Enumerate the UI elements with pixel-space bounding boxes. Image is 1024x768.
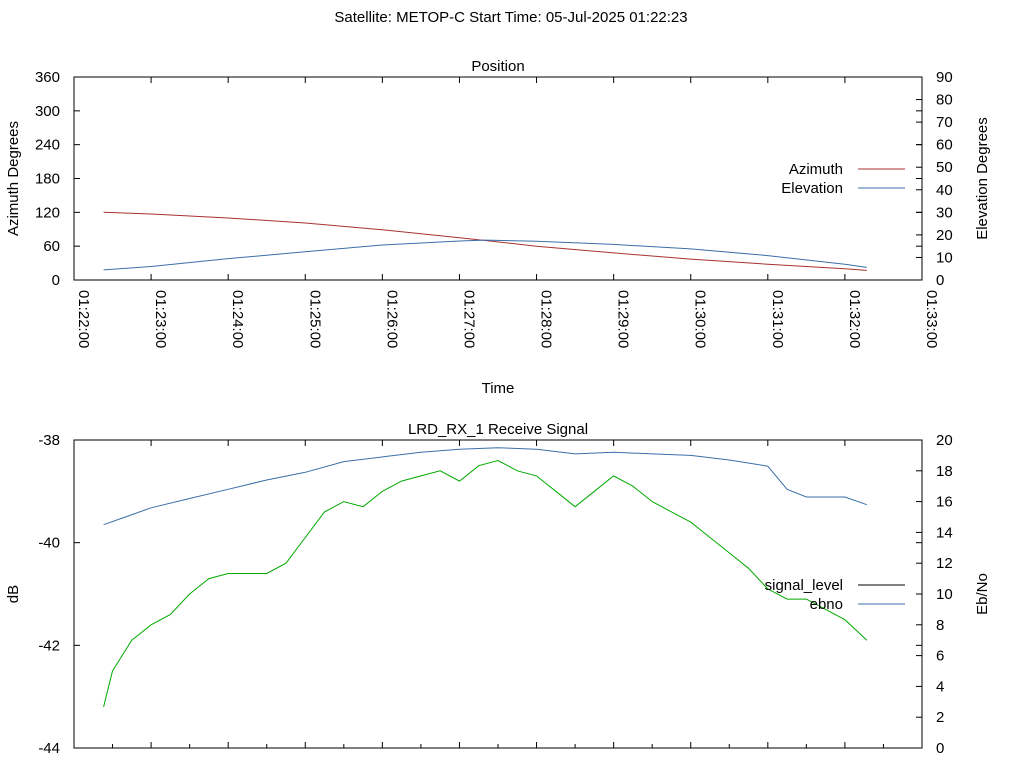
y-left-tick-label: 60 <box>43 238 60 255</box>
y-left-tick-label: -40 <box>38 535 60 552</box>
x-tick-label: 01:33:00 <box>923 290 940 348</box>
y-right-tick-label: 6 <box>936 648 944 665</box>
series-line-elevation <box>103 239 867 271</box>
y-left-tick-label: 180 <box>35 171 60 188</box>
x-tick-label: 01:27:00 <box>460 290 477 348</box>
x-tick-label: 01:31:00 <box>769 290 786 348</box>
y-right-tick-label: 10 <box>936 586 953 603</box>
y-right-tick-label: 40 <box>936 182 953 199</box>
y-left-axis-label: Azimuth Degrees <box>5 121 22 236</box>
receive-signal-chart: LRD_RX_1 Receive Signal -44 -42 -40 -38 0 2 4 6 8… <box>5 421 991 757</box>
plot-frame <box>73 439 923 749</box>
y-right-tick-label: 0 <box>936 740 944 757</box>
y-right-axis-label: Elevation Degrees <box>974 117 991 240</box>
y-right-tick-label: 20 <box>936 227 953 244</box>
legend-label-azimuth: Azimuth <box>789 161 843 178</box>
x-tick-label: 01:25:00 <box>306 290 323 348</box>
legend-label-signal-level: signal_level <box>765 577 843 594</box>
x-tick-label: 01:29:00 <box>615 290 632 348</box>
y-left-tick-label: 0 <box>52 272 60 289</box>
y-right-tick-label: 2 <box>936 709 944 726</box>
y-right-tick-label: 12 <box>936 555 953 572</box>
y-left-tick-label: -44 <box>38 740 60 757</box>
y-left-tick-label: -42 <box>38 637 60 654</box>
y-right-tick-label: 90 <box>936 69 953 86</box>
y-right-tick-label: 70 <box>936 114 953 131</box>
y-right-tick-label: 18 <box>936 463 953 480</box>
chart-title: LRD_RX_1 Receive Signal <box>408 421 588 438</box>
y-right-tick-label: 10 <box>936 249 953 266</box>
y-right-tick-label: 50 <box>936 159 953 176</box>
series-line-ebno <box>103 447 867 526</box>
series-line-signal-level <box>103 459 868 708</box>
x-tick-label: 01:28:00 <box>538 290 555 348</box>
legend-label-ebno: ebno <box>810 596 843 613</box>
plot-frame <box>73 76 923 281</box>
y-right-tick-label: 20 <box>936 432 953 449</box>
y-right-tick-label: 80 <box>936 92 953 109</box>
y-left-tick-label: 360 <box>35 69 60 86</box>
legend-label-elevation: Elevation <box>781 180 843 197</box>
y-right-tick-label: 60 <box>936 137 953 154</box>
y-left-tick-label: 120 <box>35 204 60 221</box>
y-right-tick-label: 30 <box>936 204 953 221</box>
chart-title: Position <box>471 58 524 75</box>
x-tick-label: 01:24:00 <box>229 290 246 348</box>
y-left-tick-label: 300 <box>35 103 60 120</box>
x-tick-label: 01:22:00 <box>75 290 92 348</box>
y-left-tick-label: 240 <box>35 137 60 154</box>
x-tick-label: 01:30:00 <box>692 290 709 348</box>
y-right-axis-label: Eb/No <box>974 573 991 615</box>
y-right-tick-label: 14 <box>936 524 953 541</box>
y-left-tick-label: -38 <box>38 432 60 449</box>
y-right-tick-label: 4 <box>936 678 944 695</box>
y-right-tick-label: 8 <box>936 617 944 634</box>
y-right-tick-label: 16 <box>936 494 953 511</box>
figure-title: Satellite: METOP-C Start Time: 05-Jul-20… <box>334 9 687 26</box>
series-line-azimuth <box>103 211 867 271</box>
x-axis-label: Time <box>482 380 515 397</box>
y-right-tick-label: 0 <box>936 272 944 289</box>
y-left-axis-label: dB <box>5 585 22 603</box>
x-tick-label: 01:26:00 <box>383 290 400 348</box>
position-chart: Position 0 60 120 180 240 300 360 0 10 20 30 40 50 60 7… <box>5 58 991 397</box>
x-tick-label: 01:23:00 <box>152 290 169 348</box>
x-tick-label: 01:32:00 <box>846 290 863 348</box>
